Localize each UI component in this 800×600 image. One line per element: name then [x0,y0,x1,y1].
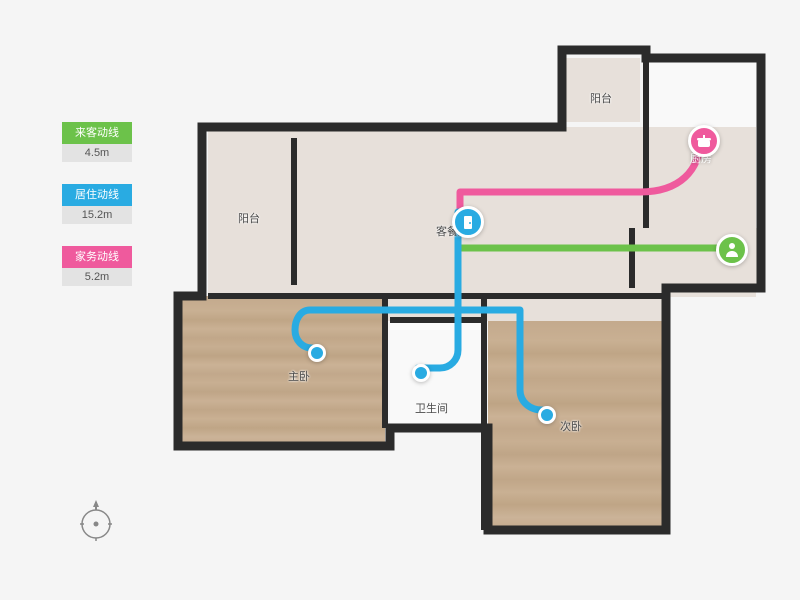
floor-plan: 阳台厨房客餐厅阳台主卧卫生间次卧 [160,30,770,570]
second-end [538,406,556,424]
legend-house-label: 家务动线 [62,246,132,268]
legend-live-value: 15.2m [62,206,132,224]
label-second: 次卧 [560,418,582,434]
legend-live-label: 居住动线 [62,184,132,206]
door-icon [455,213,481,231]
entry-node [716,234,748,266]
live-origin [452,206,484,238]
legend-house-value: 5.2m [62,268,132,286]
label-balcony1: 阳台 [238,210,260,226]
label-balcony2: 阳台 [590,90,612,106]
kitchen-node [688,125,720,157]
room-master [178,296,385,446]
legend-live: 居住动线 15.2m [62,184,132,224]
bath-end [412,364,430,382]
legend: 来客动线 4.5m 居住动线 15.2m 家务动线 5.2m [62,122,132,308]
legend-guest: 来客动线 4.5m [62,122,132,162]
person-icon [719,241,745,259]
pot-icon [691,132,717,150]
compass-icon [75,500,117,542]
legend-guest-value: 4.5m [62,144,132,162]
master-end [308,344,326,362]
legend-guest-label: 来客动线 [62,122,132,144]
room-hall [385,296,665,321]
label-bath: 卫生间 [415,400,448,416]
legend-house: 家务动线 5.2m [62,246,132,286]
label-master: 主卧 [288,368,310,384]
